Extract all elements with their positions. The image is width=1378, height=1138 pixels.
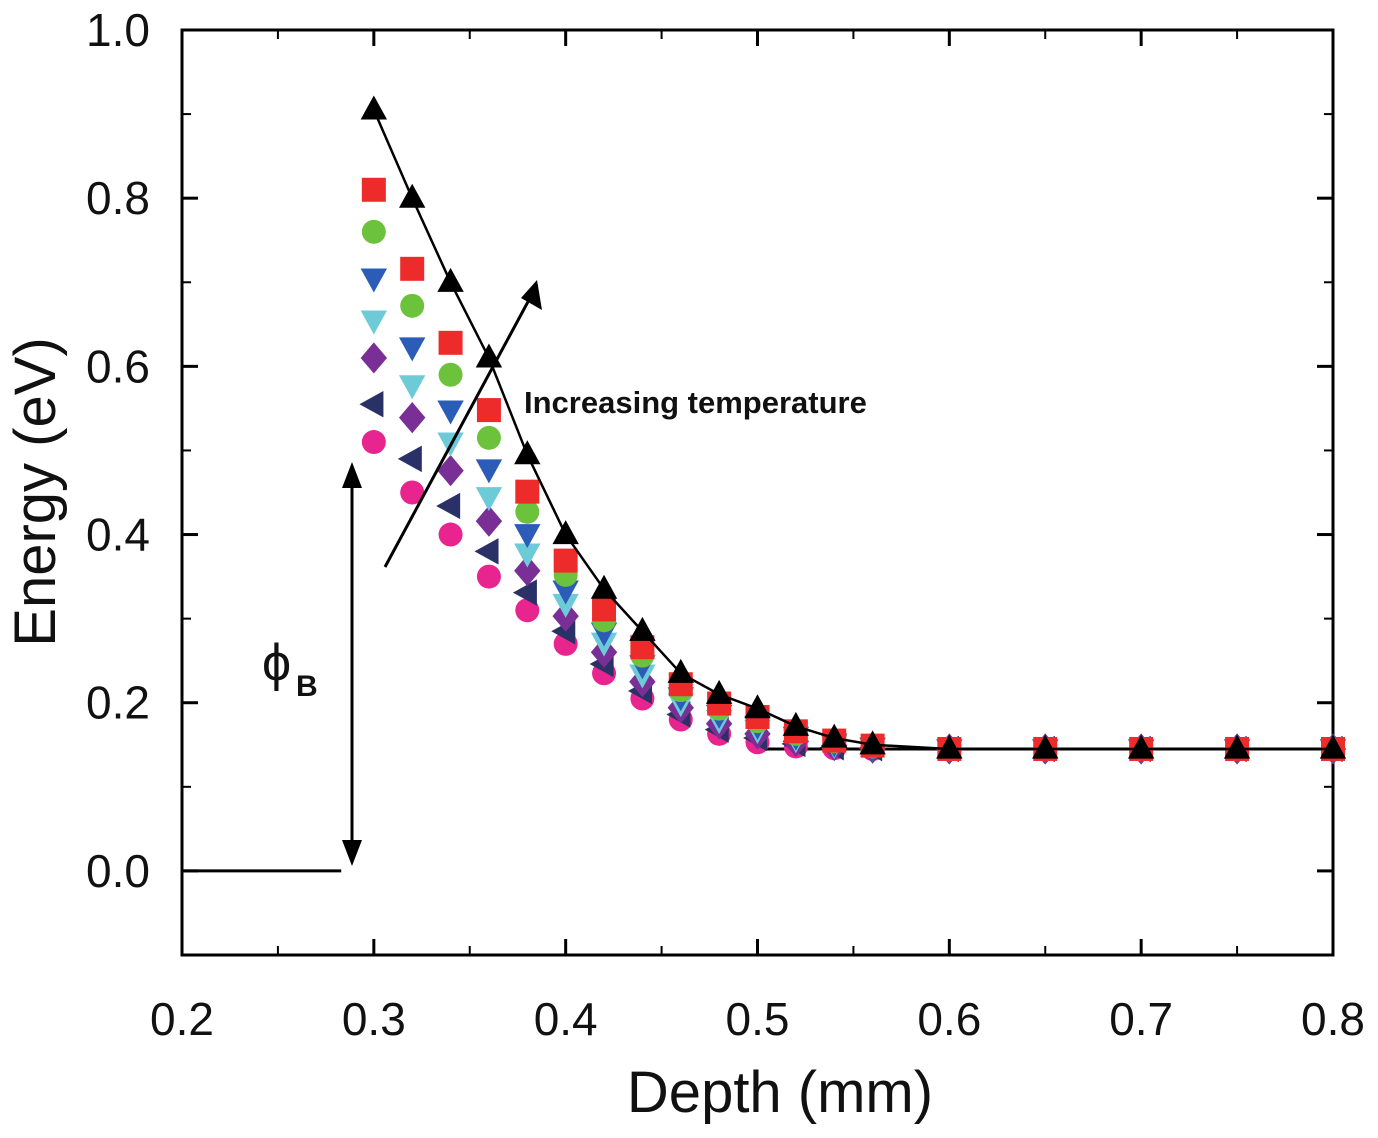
data-point bbox=[512, 579, 537, 606]
y-tick-label: 0.8 bbox=[86, 172, 150, 224]
data-point bbox=[399, 337, 426, 362]
temperature-arrow bbox=[383, 284, 539, 568]
data-point bbox=[515, 598, 540, 623]
data-point bbox=[360, 310, 388, 335]
data-point bbox=[514, 555, 541, 587]
data-point bbox=[475, 505, 503, 537]
data-point bbox=[436, 492, 461, 520]
data-point bbox=[400, 256, 425, 281]
barrier-arrow-head bbox=[342, 462, 362, 488]
data-point bbox=[438, 522, 463, 547]
data-point bbox=[859, 730, 886, 755]
data-point bbox=[474, 538, 499, 565]
x-tick-label: 0.2 bbox=[150, 993, 214, 1045]
data-point bbox=[821, 723, 848, 748]
phi-symbol: ϕ bbox=[262, 634, 291, 692]
data-point bbox=[397, 445, 422, 473]
data-point bbox=[361, 177, 386, 202]
data-point bbox=[359, 391, 384, 418]
data-point bbox=[360, 342, 388, 374]
barrier-arrow-head bbox=[342, 840, 362, 866]
x-tick-label: 0.6 bbox=[917, 993, 981, 1045]
y-tick-label: 1.0 bbox=[86, 4, 150, 56]
series-line bbox=[372, 109, 1333, 751]
annotation: Increasing temperature bbox=[524, 385, 867, 420]
data-point bbox=[360, 95, 388, 120]
data-point bbox=[590, 574, 618, 599]
y-axis-title: Energy (eV) bbox=[3, 337, 68, 646]
data-point bbox=[438, 330, 463, 355]
data-point bbox=[476, 398, 501, 423]
data-point bbox=[437, 400, 464, 425]
data-point bbox=[515, 479, 540, 504]
data-point bbox=[399, 375, 426, 400]
data-point bbox=[475, 487, 503, 512]
data-point bbox=[475, 459, 503, 484]
data-point bbox=[629, 616, 656, 641]
x-tick-label: 0.8 bbox=[1301, 993, 1365, 1045]
data-point bbox=[437, 455, 464, 487]
data-point bbox=[361, 430, 386, 455]
x-tick-label: 0.7 bbox=[1109, 993, 1173, 1045]
y-tick-label: 0.6 bbox=[86, 340, 150, 392]
data-point bbox=[399, 402, 426, 434]
x-tick-label: 0.4 bbox=[534, 993, 598, 1045]
data-point bbox=[1127, 734, 1155, 759]
x-axis-title: Depth (mm) bbox=[627, 1060, 933, 1125]
data-point bbox=[438, 362, 463, 387]
data-point bbox=[400, 293, 425, 318]
data-point bbox=[514, 524, 541, 549]
data-point bbox=[936, 734, 963, 759]
data-point bbox=[552, 593, 579, 618]
data-point bbox=[360, 268, 388, 293]
x-tick-label: 0.5 bbox=[726, 993, 790, 1045]
temperature-arrow-head bbox=[521, 280, 542, 310]
plot-area bbox=[180, 28, 1347, 956]
plot-frame bbox=[180, 28, 1335, 957]
data-point bbox=[514, 543, 541, 568]
data-point bbox=[592, 597, 617, 622]
data-point bbox=[361, 219, 386, 244]
data-point bbox=[1032, 734, 1059, 759]
y-tick-label: 0.2 bbox=[86, 677, 150, 729]
data-point bbox=[782, 711, 810, 736]
data-point bbox=[476, 425, 501, 450]
data-point bbox=[1319, 734, 1347, 759]
y-tick-label: 0.4 bbox=[86, 509, 150, 561]
data-point bbox=[515, 499, 540, 524]
data-point bbox=[553, 548, 578, 573]
data-point bbox=[1223, 734, 1251, 759]
data-point bbox=[552, 580, 579, 605]
x-tick-label: 0.3 bbox=[342, 993, 406, 1045]
data-point bbox=[400, 480, 425, 505]
y-tick-label: 0.0 bbox=[86, 845, 150, 897]
data-point bbox=[476, 564, 501, 589]
phi-subscript: B bbox=[296, 670, 318, 703]
